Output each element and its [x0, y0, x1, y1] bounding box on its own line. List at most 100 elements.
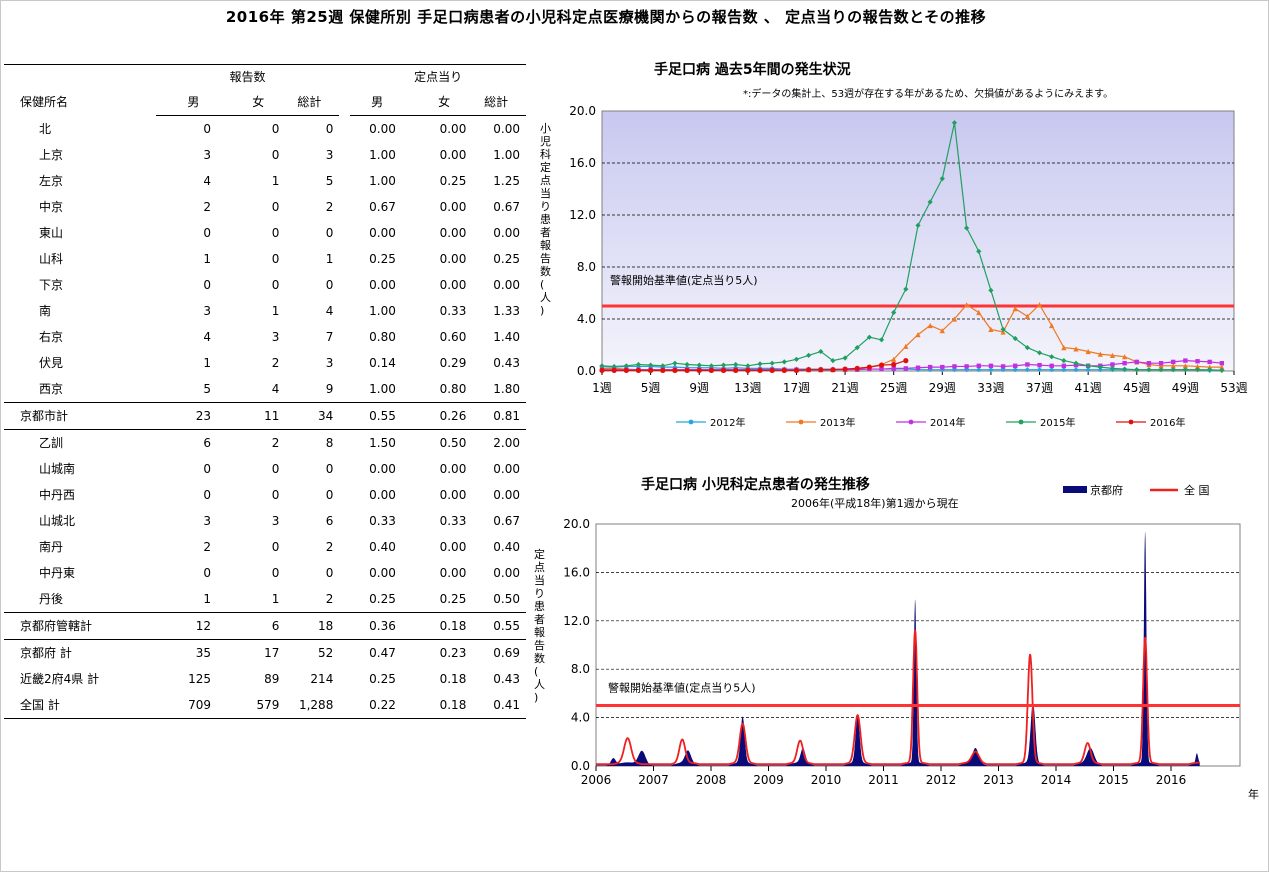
chart1-point: [1207, 367, 1213, 373]
cell-female-per: 0.18: [439, 672, 467, 686]
chart2-ylabel: 定点当り患者報告数(人): [534, 547, 545, 704]
chart1-threshold-label: 警報開始基準値(定点当り5人): [610, 273, 758, 287]
cell-male-per: 0.00: [369, 122, 396, 136]
chart1-xtick-label: 9週: [689, 381, 709, 395]
cell-female-per: 0.00: [439, 252, 467, 266]
chart1-point: [830, 358, 836, 364]
cell-total: 34: [285, 402, 340, 430]
cell-total: 18: [285, 612, 340, 640]
chart1-point: [1134, 359, 1139, 365]
cell-male-per: 0.47: [350, 639, 402, 666]
five-year-chart: 手足口病 過去5年間の発生状況 *:データの集計上、53週が存在する年があるため、…: [540, 61, 1248, 429]
cell-male: 0: [203, 122, 212, 136]
column-gap: [339, 168, 350, 194]
column-gap: [339, 402, 351, 430]
chart2-ytick-label: 0.0: [571, 759, 590, 773]
chart1-xtick-label: 25週: [880, 381, 907, 395]
chart2-xtick-label: 2010: [811, 773, 842, 787]
cell-female: 89: [264, 672, 280, 686]
column-gap: [339, 350, 350, 376]
cell-female: 3: [271, 514, 280, 528]
cell-female-per: 0.60: [439, 330, 467, 344]
cell-female-per: 0.00: [439, 488, 467, 502]
chart1-point: [818, 367, 824, 373]
column-gap: [339, 246, 350, 272]
table-row: 京都市計 23 11 34 0.55 0.26 0.81: [4, 402, 526, 430]
chart1-point: [720, 367, 727, 373]
cell-male-per: 0.14: [369, 356, 396, 370]
cell-male: 3: [203, 148, 212, 162]
column-gap: [339, 376, 350, 403]
chart2-xtick-label: 2012: [926, 773, 957, 787]
cell-female-per: 0.00: [439, 200, 467, 214]
chart1-point: [793, 356, 800, 362]
chart2-xtick-label: 2015: [1098, 773, 1129, 787]
trend-chart: 手足口病 小児科定点患者の発生推移 2006年(平成18年)第1週から現在 京都府 全…: [534, 476, 1259, 801]
cell-total: 0: [325, 226, 334, 240]
cell-female: 11: [217, 402, 286, 430]
cell-male-per: 0.55: [350, 402, 402, 430]
cell-total: 0: [325, 462, 334, 476]
chart1-legend-marker: [1128, 419, 1134, 425]
table-row: 上京 3 0 3 1.00 0.00 1.00: [4, 142, 526, 168]
cell-total: 5: [325, 174, 334, 188]
column-gap: [339, 116, 350, 143]
cell-total-per: 0.50: [493, 592, 520, 606]
row-name: 左京: [39, 174, 64, 188]
cell-male: 3: [203, 304, 212, 318]
chart1-point: [1012, 367, 1018, 373]
cell-male-per: 1.00: [369, 148, 396, 162]
row-name: 山城南: [39, 462, 76, 476]
column-header-total-per: 総計: [472, 90, 526, 116]
chart1-point: [1024, 313, 1030, 319]
chart2-ytick-label: 8.0: [571, 662, 590, 676]
row-name: 北: [39, 121, 52, 136]
chart1-point: [1037, 362, 1042, 368]
chart1-point: [769, 367, 775, 373]
column-gap: [339, 429, 351, 456]
chart1-note: *:データの集計上、53週が存在する年があるため、欠損値があるようにみえます。: [743, 87, 1113, 100]
row-name: 京都府管轄計: [4, 612, 156, 640]
chart1-point: [1170, 367, 1176, 373]
cell-male: 6: [155, 429, 218, 456]
chart1-legend-label: 2013年: [820, 416, 855, 429]
cell-male: 35: [155, 639, 218, 666]
cell-male-per: 0.00: [369, 566, 396, 580]
column-gap: [339, 456, 350, 482]
chart1-point: [1085, 367, 1091, 373]
cell-female-per: 0.33: [439, 514, 467, 528]
table-row: 東山 0 0 0 0.00 0.00 0.00: [4, 220, 526, 246]
column-gap: [339, 194, 350, 220]
chart1-point: [964, 364, 969, 369]
chart2-xtick-label: 2016: [1156, 773, 1187, 787]
chart2-title: 手足口病 小児科定点患者の発生推移: [641, 476, 870, 493]
chart1-point: [1073, 346, 1079, 352]
cell-total-per: 1.80: [493, 382, 520, 396]
cell-total: 6: [325, 514, 334, 528]
cell-total-per: 0.43: [493, 356, 520, 370]
column-gap: [339, 692, 351, 719]
cell-total-per: 0.00: [493, 462, 520, 476]
cell-female: 17: [217, 639, 286, 666]
chart1-point: [1122, 361, 1127, 366]
table-row: 全国 計 709 579 1,288 0.22 0.18 0.41: [4, 692, 526, 719]
chart1-ytick-label: 4.0: [577, 312, 596, 326]
chart2-xtick-label: 2007: [638, 773, 669, 787]
chart1-point: [1134, 367, 1140, 373]
chart1-point: [854, 365, 860, 371]
row-name: 山城北: [39, 514, 76, 528]
chart1-legend-label: 2015年: [1040, 416, 1075, 429]
chart1-point: [842, 366, 848, 372]
cell-male: 1: [203, 356, 212, 370]
chart1-xtick-label: 37週: [1026, 381, 1053, 395]
chart1-series-line-2014年: [602, 359, 1222, 371]
chart1-point: [599, 367, 605, 373]
chart1-point: [1110, 362, 1115, 367]
chart1-point: [940, 364, 945, 370]
chart1-point: [878, 337, 885, 343]
chart2-ytick-label: 16.0: [563, 565, 590, 579]
cell-male: 0: [203, 566, 212, 580]
table-row: 近畿2府4県 計 125 89 214 0.25 0.18 0.43: [4, 666, 526, 692]
chart1-ylabel: 小児科定点当り患者報告数(人): [540, 122, 551, 317]
chart1-point: [1097, 351, 1103, 357]
